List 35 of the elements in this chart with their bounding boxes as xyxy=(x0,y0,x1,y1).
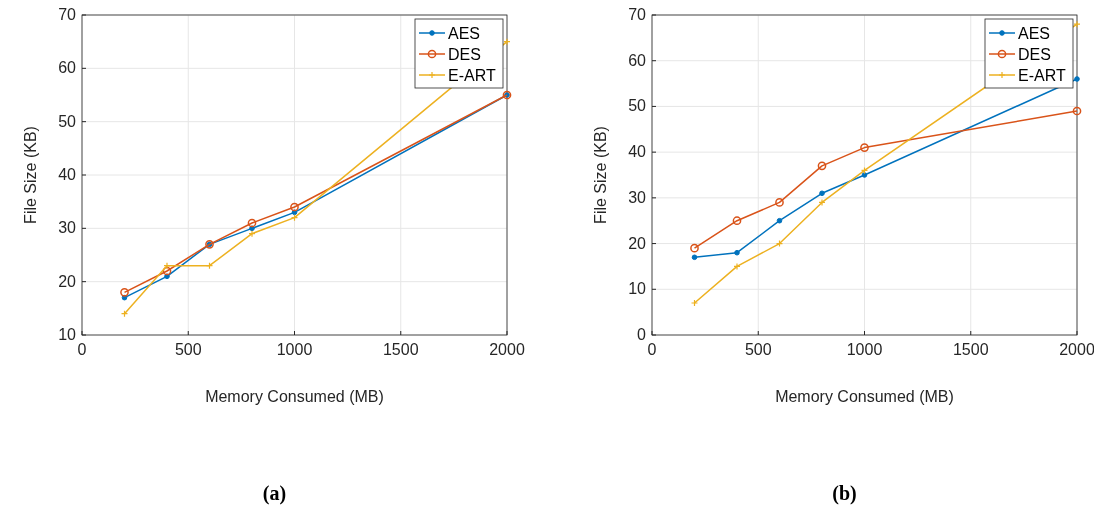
x-tick-label: 1000 xyxy=(846,341,883,358)
y-tick-label: 20 xyxy=(628,234,647,252)
y-tick-label: 40 xyxy=(58,166,77,183)
y-tick-label: 30 xyxy=(58,219,77,237)
legend-label: E-ART xyxy=(448,67,496,84)
x-tick-label: 500 xyxy=(174,341,202,358)
y-tick-label: 10 xyxy=(58,326,77,343)
x-tick-label: 2000 xyxy=(1059,341,1094,358)
y-tick-label: 70 xyxy=(58,6,77,23)
y-tick-label: 60 xyxy=(58,59,77,77)
y-tick-label: 60 xyxy=(628,51,647,69)
legend-label: DES xyxy=(1018,46,1051,63)
text: (a) xyxy=(262,482,287,505)
x-tick-label: 2000 xyxy=(489,341,525,358)
y-tick-label: 70 xyxy=(628,6,647,23)
x-axis-title: Memory Consumed (MB) xyxy=(205,388,384,405)
legend-label: AES xyxy=(448,25,481,42)
x-tick-label: 1000 xyxy=(276,341,313,358)
x-tick-label: 1500 xyxy=(382,341,419,358)
x-tick-label: 500 xyxy=(744,341,772,358)
y-tick-label: 40 xyxy=(628,143,647,161)
legend-label: DES xyxy=(448,46,481,63)
legend-label: E-ART xyxy=(1018,67,1066,84)
y-tick-label: 10 xyxy=(628,280,647,298)
y-tick-label: 50 xyxy=(58,112,77,130)
legend-label: AES xyxy=(1018,25,1051,42)
y-tick-label: 30 xyxy=(628,188,647,206)
y-axis-title: File Size (KB) xyxy=(22,126,39,224)
y-tick-label: 50 xyxy=(628,97,647,115)
y-tick-label: 0 xyxy=(637,326,647,343)
text: (b) xyxy=(832,482,857,505)
x-tick-label: 1500 xyxy=(952,341,989,358)
x-axis-title: Memory Consumed (MB) xyxy=(775,388,954,405)
y-axis-title: File Size (KB) xyxy=(592,126,609,224)
y-tick-label: 20 xyxy=(58,272,77,290)
